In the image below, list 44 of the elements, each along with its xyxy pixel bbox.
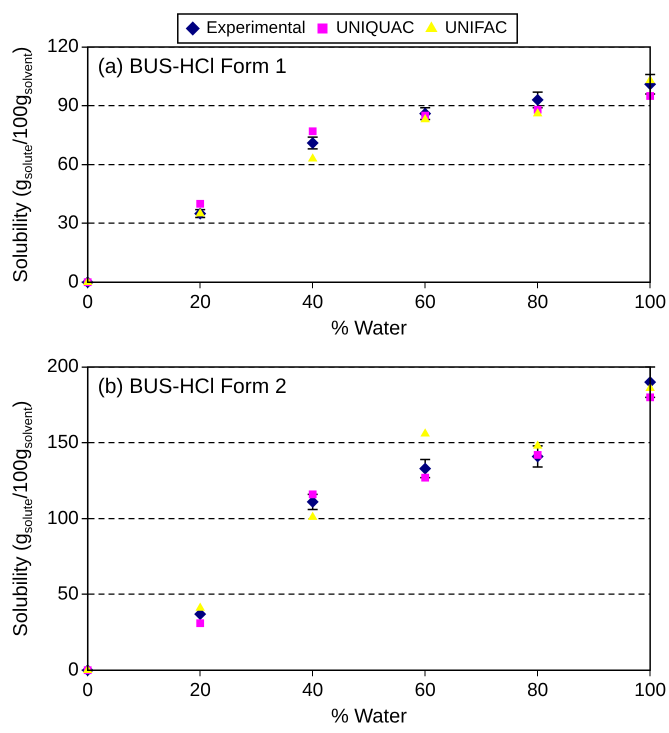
x-axis-title: % Water xyxy=(330,318,408,340)
x-axis-title: % Water xyxy=(330,706,408,728)
chart-title: (b) BUS-HCl Form 2 xyxy=(98,374,287,398)
legend-label: Experimental xyxy=(206,18,306,38)
point xyxy=(308,512,318,520)
x-tick-label: 80 xyxy=(527,680,548,701)
y-tick-label: 200 xyxy=(47,356,79,378)
point xyxy=(196,200,204,208)
x-tick-label: 0 xyxy=(82,292,93,313)
point xyxy=(196,619,204,628)
y-axis-title: Solubility (gsolute/100gsolvent) xyxy=(10,46,35,283)
legend-label: UNIFAC xyxy=(444,18,508,38)
point xyxy=(308,153,318,162)
y-axis-title: Solubility (gsolute/100gsolvent) xyxy=(10,400,35,637)
x-tick-label: 80 xyxy=(527,292,548,313)
y-tick-label: 50 xyxy=(58,584,79,605)
chart-title: (a) BUS-HCl Form 1 xyxy=(98,54,287,78)
y-tick-label: 100 xyxy=(47,508,79,529)
x-tick-label: 40 xyxy=(302,680,324,701)
y-tick-label: 0 xyxy=(68,271,79,292)
x-tick-label: 60 xyxy=(414,680,436,701)
point xyxy=(532,108,542,116)
point xyxy=(532,440,542,449)
x-tick-label: 100 xyxy=(634,680,666,701)
y-tick-label: 30 xyxy=(58,212,79,234)
x-tick-label: 100 xyxy=(634,292,666,313)
legend-label: UNIQUAC xyxy=(336,18,414,38)
point xyxy=(421,474,430,482)
x-tick-label: 60 xyxy=(414,292,436,313)
point xyxy=(420,114,430,122)
y-tick-label: 120 xyxy=(47,36,79,58)
y-tick-label: 150 xyxy=(47,432,79,454)
y-tick-label: 90 xyxy=(58,95,79,116)
y-tick-label: 60 xyxy=(58,154,79,175)
point xyxy=(419,462,432,475)
point xyxy=(195,602,205,611)
y-tick-label: 0 xyxy=(68,659,79,680)
x-tick-label: 20 xyxy=(190,680,211,701)
point xyxy=(308,127,317,136)
x-tick-label: 0 xyxy=(82,680,93,701)
x-tick-label: 20 xyxy=(190,292,211,313)
point xyxy=(420,428,430,436)
point xyxy=(308,490,317,498)
x-tick-label: 40 xyxy=(302,292,324,313)
